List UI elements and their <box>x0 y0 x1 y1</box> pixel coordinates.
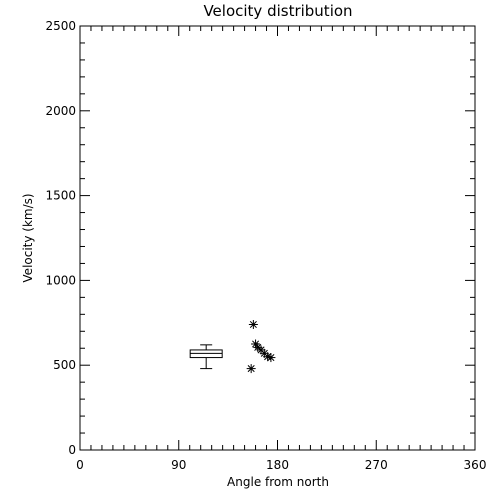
asterisk-stroke <box>247 365 255 373</box>
y-tick-label: 2500 <box>45 19 76 33</box>
x-tick-label: 360 <box>464 458 487 472</box>
y-tick-label: 0 <box>68 443 76 457</box>
y-tick-label: 2000 <box>45 104 76 118</box>
asterisk-stroke <box>249 320 257 329</box>
y-tick-label: 500 <box>53 358 76 372</box>
x-tick-label: 180 <box>266 458 289 472</box>
y-tick-label: 1500 <box>45 189 76 203</box>
asterisk-stroke <box>252 340 260 348</box>
x-tick-label: 270 <box>365 458 388 472</box>
tick-labels: 0 90 180 270 360 0 500 1000 1500 2000 2500 <box>45 19 486 472</box>
data-point <box>246 364 256 374</box>
plot-frame <box>79 25 476 451</box>
x-axis-label: Angle from north <box>227 475 329 489</box>
x-tick-label: 0 <box>76 458 84 472</box>
asterisk-stroke <box>264 353 272 361</box>
chart-title: Velocity distribution <box>203 2 352 20</box>
y-tick-label: 1000 <box>45 273 76 287</box>
scatter-points <box>246 319 276 374</box>
y-axis-label: Velocity (km/s) <box>21 193 35 282</box>
data-point <box>248 319 258 329</box>
asterisk-stroke <box>267 354 275 362</box>
asterisk-stroke <box>257 346 265 354</box>
data-point <box>266 353 276 363</box>
axis-ticks <box>79 25 476 451</box>
boxplot <box>189 344 223 370</box>
x-tick-label: 90 <box>171 458 186 472</box>
asterisk-stroke <box>254 343 262 351</box>
asterisk-stroke <box>260 349 268 357</box>
